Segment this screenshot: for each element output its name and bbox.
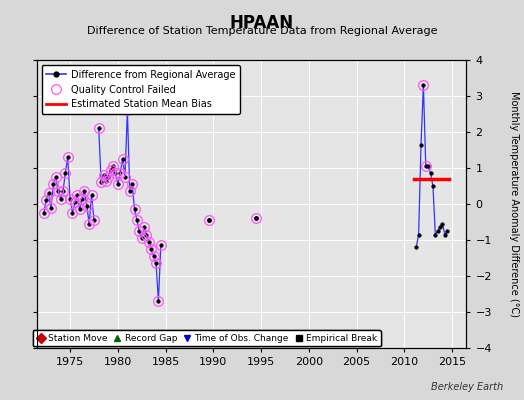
Text: Berkeley Earth: Berkeley Earth xyxy=(431,382,503,392)
Text: Difference of Station Temperature Data from Regional Average: Difference of Station Temperature Data f… xyxy=(87,26,437,36)
Y-axis label: Monthly Temperature Anomaly Difference (°C): Monthly Temperature Anomaly Difference (… xyxy=(509,91,519,317)
Text: HPAAN: HPAAN xyxy=(230,14,294,32)
Legend: Station Move, Record Gap, Time of Obs. Change, Empirical Break: Station Move, Record Gap, Time of Obs. C… xyxy=(32,330,380,346)
